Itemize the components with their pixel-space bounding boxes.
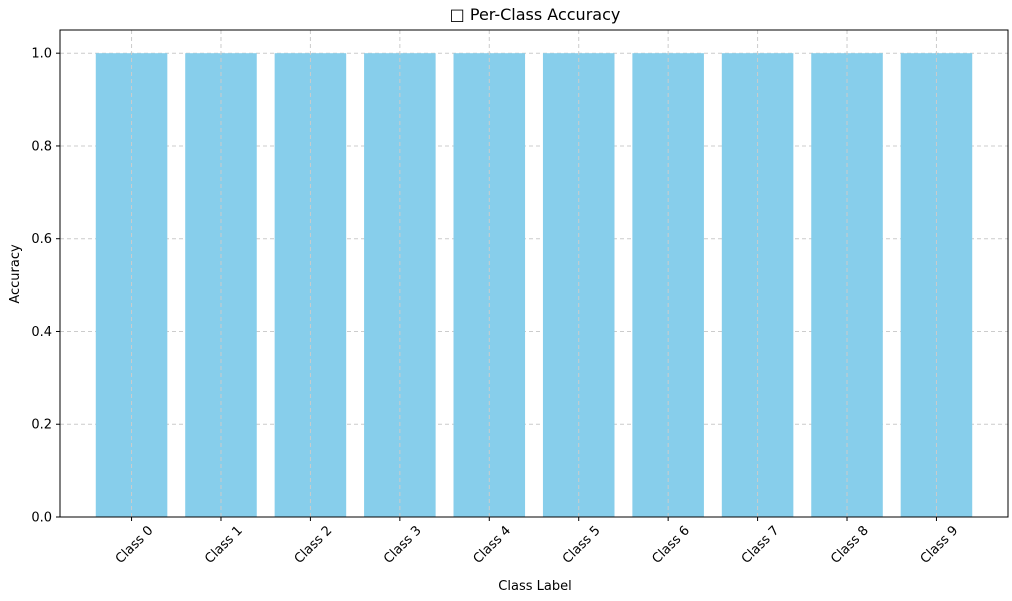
x-tick-label: Class 5 [560, 523, 604, 567]
y-tick-label: 1.0 [31, 47, 52, 62]
x-axis-ticks: Class 0 Class 1 Class 2 Class 3 Class 4 Class… [113, 517, 961, 567]
x-tick-label: Class 4 [471, 523, 515, 567]
y-axis-ticks: 0.0 0.2 0.4 0.6 0.8 1.0 [31, 47, 60, 526]
y-tick-label: 0.8 [31, 139, 52, 154]
x-tick-label: Class 0 [113, 523, 157, 567]
x-tick-label: Class 1 [202, 523, 246, 567]
x-tick-label: Class 8 [828, 523, 872, 567]
x-tick-label: Class 2 [292, 523, 336, 567]
y-tick-label: 0.4 [31, 325, 52, 340]
plot-frame [59, 29, 1009, 518]
x-axis-label: Class Label [498, 579, 571, 594]
y-tick-label: 0.6 [31, 232, 52, 247]
chart-title: □ Per-Class Accuracy [450, 5, 621, 24]
bars [95, 53, 973, 517]
x-tick-label: Class 6 [649, 523, 693, 567]
x-tick-label: Class 3 [381, 523, 425, 567]
y-axis-label: Accuracy [8, 244, 23, 304]
x-tick-label: Class 7 [739, 523, 783, 567]
x-tick-label: Class 9 [918, 523, 962, 567]
y-tick-label: 0.2 [31, 418, 52, 433]
y-tick-label: 0.0 [31, 511, 52, 526]
